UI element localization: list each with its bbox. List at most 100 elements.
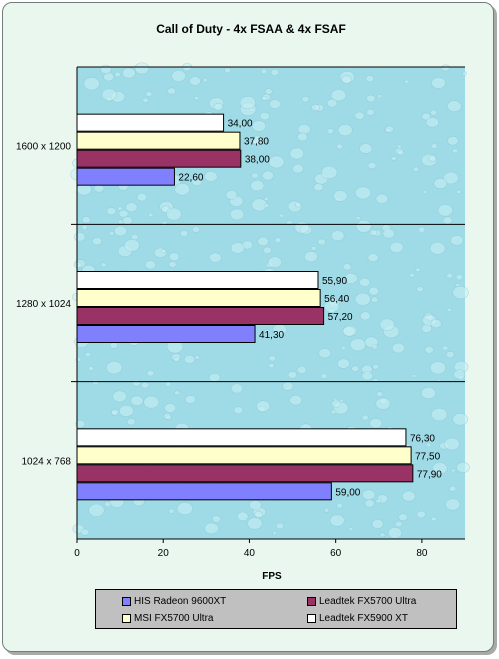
droplet xyxy=(452,148,459,154)
droplet xyxy=(441,64,450,72)
droplet xyxy=(391,156,397,161)
droplet xyxy=(456,461,470,473)
droplet xyxy=(117,206,123,211)
droplet xyxy=(114,71,121,78)
droplet xyxy=(164,381,172,387)
data-label: 76,30 xyxy=(410,433,435,444)
droplet xyxy=(256,400,271,412)
bar xyxy=(76,428,407,447)
droplet xyxy=(249,500,262,511)
droplet xyxy=(88,366,95,372)
x-axis-title: FPS xyxy=(262,571,282,582)
droplet xyxy=(106,207,117,216)
plot-water-texture xyxy=(70,62,470,539)
droplet xyxy=(213,102,224,111)
droplet xyxy=(330,409,337,415)
droplet xyxy=(264,88,273,95)
droplet xyxy=(432,462,448,475)
droplet xyxy=(166,207,182,221)
droplet xyxy=(251,120,267,132)
droplet xyxy=(437,204,453,217)
legend-label: HIS Radeon 9600XT xyxy=(134,595,227,607)
droplet xyxy=(311,103,320,111)
droplet xyxy=(364,499,375,508)
legend-swatch xyxy=(122,596,131,606)
droplet xyxy=(191,226,201,233)
droplet xyxy=(431,77,446,89)
droplet xyxy=(193,95,200,101)
droplet xyxy=(174,390,181,396)
droplet xyxy=(326,128,334,135)
droplet xyxy=(411,373,417,378)
bar xyxy=(76,131,241,150)
droplet xyxy=(443,171,459,185)
droplet xyxy=(337,358,350,369)
droplet xyxy=(174,183,190,196)
x-tick-label: 60 xyxy=(330,548,342,559)
bar xyxy=(76,149,242,168)
droplet xyxy=(397,149,404,156)
droplet xyxy=(370,296,379,303)
droplet xyxy=(257,236,269,247)
legend-swatch xyxy=(307,596,316,606)
data-label: 57,20 xyxy=(328,312,353,323)
droplet xyxy=(88,503,105,517)
droplet xyxy=(372,364,380,370)
droplet xyxy=(394,520,403,528)
droplet xyxy=(118,209,129,218)
droplet xyxy=(430,109,438,116)
legend-label: Leadtek FX5700 Ultra xyxy=(319,595,417,607)
droplet xyxy=(367,162,377,170)
category-label: 1600 x 1200 xyxy=(16,142,71,153)
droplet xyxy=(81,224,88,231)
droplet xyxy=(204,522,219,535)
droplet xyxy=(442,216,453,225)
droplet xyxy=(385,125,394,133)
droplet xyxy=(134,62,150,75)
droplet xyxy=(261,170,275,181)
chart-marks: 1600 x 1200 34,00 37,80 38,00 22,60 1280 x 10… xyxy=(16,66,465,559)
droplet xyxy=(173,356,180,362)
droplet xyxy=(168,252,180,262)
droplet xyxy=(122,67,136,79)
droplet xyxy=(304,251,318,263)
droplet xyxy=(301,95,310,103)
droplet xyxy=(140,381,150,389)
droplet xyxy=(161,249,167,254)
droplet xyxy=(144,260,156,270)
droplet xyxy=(351,365,360,372)
droplet xyxy=(184,395,196,404)
droplet xyxy=(342,326,356,337)
chart-frame: Call of Duty - 4x FSAA & 4x FSAF 1600 x … xyxy=(2,2,494,652)
droplet xyxy=(251,172,259,179)
droplet xyxy=(409,272,416,278)
droplet xyxy=(112,390,127,403)
droplet xyxy=(146,370,155,377)
droplet xyxy=(270,68,280,77)
droplet xyxy=(83,77,100,91)
droplet xyxy=(326,98,338,108)
droplet xyxy=(130,395,144,406)
droplet xyxy=(247,517,263,530)
droplet xyxy=(452,412,468,426)
droplet xyxy=(369,418,383,429)
bar xyxy=(76,167,175,186)
droplet xyxy=(164,403,177,413)
droplet xyxy=(209,252,222,263)
droplet xyxy=(289,147,305,160)
droplet xyxy=(143,395,160,409)
droplet xyxy=(361,414,369,421)
droplet xyxy=(142,97,149,103)
droplet xyxy=(355,186,372,200)
droplet xyxy=(404,79,410,84)
droplet xyxy=(287,371,297,379)
legend-label: MSI FX5700 Ultra xyxy=(134,612,214,624)
droplet xyxy=(100,262,107,268)
droplet xyxy=(446,272,454,279)
droplet xyxy=(387,527,403,539)
droplet xyxy=(355,215,361,221)
droplet xyxy=(375,193,389,204)
droplet xyxy=(263,203,270,208)
droplet xyxy=(148,212,154,218)
droplet xyxy=(183,354,196,364)
